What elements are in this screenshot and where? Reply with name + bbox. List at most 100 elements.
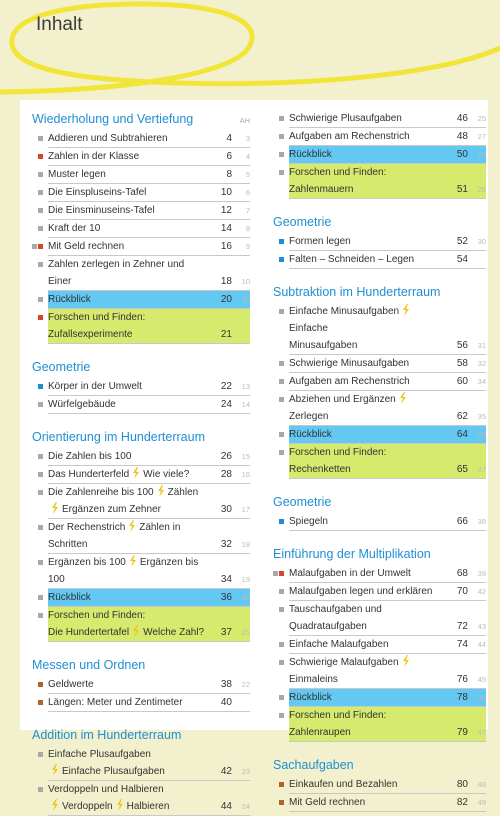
- lightning-icon: [157, 485, 164, 497]
- ah-number: 16: [241, 470, 250, 479]
- entry-markers: [273, 110, 289, 128]
- entry-markers: [273, 426, 289, 444]
- entry-markers: [273, 794, 289, 812]
- marker: [32, 244, 37, 249]
- ah-number: 17: [241, 505, 250, 514]
- entry-text-part: Einkaufen und Bezahlen: [289, 779, 398, 790]
- lightning-icon: [116, 799, 123, 811]
- entry-body: Aufgaben am Rechenstrich 60 34: [289, 373, 486, 391]
- marker: [38, 613, 43, 618]
- ah-number: 39: [477, 569, 486, 578]
- marker: [38, 190, 43, 195]
- entry-text-part: Tauschaufgaben und Quadrataufgaben: [289, 604, 382, 632]
- entry-text: Ergänzen bis 100 Ergänzen bis 100: [48, 554, 210, 588]
- entry-markers: [32, 166, 48, 184]
- ah-number: 21: [241, 628, 250, 637]
- toc-entry: Schwierige Minusaufgaben 58 32: [273, 355, 486, 373]
- entry-markers: [273, 373, 289, 391]
- entry-markers: [273, 303, 289, 355]
- entry-body: Forschen und Finden: Zufallsexperimente 21: [48, 309, 250, 344]
- entry-body: Die Einsminuseins-Tafel 12 7: [48, 202, 250, 220]
- entry-line: Die Einspluseins-Tafel: [48, 184, 210, 201]
- entry-line: Mit Geld rechnen: [48, 238, 210, 255]
- entry-body: Der Rechenstrich Zählen in Schritten 32 18: [48, 519, 250, 554]
- entry-body: Längen: Meter und Zentimeter 40: [48, 694, 250, 712]
- entry-body: Malaufgaben in der Umwelt 68 39: [289, 565, 486, 583]
- ah-number: 49: [477, 798, 486, 807]
- entry-markers: [32, 220, 48, 238]
- page-number: 54: [456, 254, 468, 265]
- entry-body: Rückblick 36 20: [48, 589, 250, 607]
- marker: [38, 472, 43, 477]
- page-number: 40: [220, 697, 232, 708]
- entry-line: Spiegeln: [289, 513, 446, 530]
- entry-line: Die Zahlenreihe bis 100 Zählen: [48, 484, 210, 501]
- entry-text-part: Die Einsminuseins-Tafel: [48, 205, 155, 216]
- entry-text: Schwierige Plusaufgaben: [289, 110, 446, 127]
- entry-markers: [273, 146, 289, 164]
- entry-markers: [32, 378, 48, 396]
- marker: [279, 607, 284, 612]
- entry-text-part: Forschen und Finden: Rechenketten: [289, 447, 387, 475]
- entry-line: Schwierige Minusaufgaben: [289, 355, 446, 372]
- entry-line: Einfache Malaufgaben: [289, 636, 446, 653]
- page-number: 66: [456, 516, 468, 527]
- entry-text: Forschen und Finden: Zahlenmauern: [289, 164, 446, 198]
- ah-number: 28: [477, 150, 486, 159]
- entry-text-part: Ergänzen zum Zehner: [62, 504, 161, 515]
- entry-text-part: Mit Geld rechnen: [48, 241, 125, 252]
- entry-text-part: Mit Geld rechnen: [289, 797, 366, 808]
- page-number: 14: [220, 223, 232, 234]
- entry-line: Rückblick: [48, 589, 210, 606]
- entry-body: Forschen und Finden: Rechenketten 65 37: [289, 444, 486, 479]
- entry-line: Formen legen: [289, 233, 446, 250]
- marker: [38, 384, 43, 389]
- marker: [279, 134, 284, 139]
- entry-body: Einfache Malaufgaben 74 44: [289, 636, 486, 654]
- toc-column: Wiederholung und Vertiefung AH Addieren un…: [32, 110, 250, 816]
- entry-line: Malaufgaben legen und erklären: [289, 583, 446, 600]
- ah-number: 6: [245, 188, 250, 197]
- entry-line: Kraft der 10: [48, 220, 210, 237]
- marker: [38, 226, 43, 231]
- toc-entry: Aufgaben am Rechenstrich 60 34: [273, 373, 486, 391]
- swirl-line: [0, 1, 500, 95]
- entry-line: Die Hundertertafel Welche Zahl?: [48, 624, 210, 641]
- entry-text: Spiegeln: [289, 513, 446, 530]
- page-number: 21: [220, 329, 232, 340]
- entry-text-part: Einfache Plusaufgaben: [62, 766, 165, 777]
- entry-line: Falten – Schneiden – Legen: [289, 251, 446, 268]
- toc-entry: Abziehen und Ergänzen Zerlegen 62 35: [273, 391, 486, 426]
- page-number: 37: [220, 627, 232, 638]
- page-number: 46: [456, 113, 468, 124]
- entry-markers: [32, 202, 48, 220]
- entry-body: Geldwerte 38 22: [48, 676, 250, 694]
- entry-text-part: Spiegeln: [289, 516, 328, 527]
- entry-line: Einfache Plusaufgaben: [48, 763, 210, 780]
- marker: [279, 450, 284, 455]
- entry-text-part: Verdoppeln und Halbieren: [48, 784, 164, 795]
- entry-markers: [32, 256, 48, 291]
- entry-text-part: Ergänzen bis 100: [48, 557, 126, 568]
- toc-entry: Muster legen 8 5: [32, 166, 250, 184]
- entry-markers: [32, 694, 48, 712]
- toc-entry: Zahlen in der Klasse 6 4: [32, 148, 250, 166]
- marker: [38, 208, 43, 213]
- toc-entry: Einfache Plusaufgaben Einfache Plusaufgab…: [32, 746, 250, 781]
- entry-markers: [273, 391, 289, 426]
- entry-body: Forschen und Finden: Zahlenraupen 79 47: [289, 707, 486, 742]
- marker: [279, 397, 284, 402]
- section-title-text: Messen und Ordnen: [32, 658, 146, 672]
- entry-line: Körper in der Umwelt: [48, 378, 210, 395]
- ah-number: 15: [241, 452, 250, 461]
- ah-number: 46: [477, 693, 486, 702]
- marker: [38, 172, 43, 177]
- ah-number: 32: [477, 359, 486, 368]
- entry-body: Spiegeln 66 38: [289, 513, 486, 531]
- entry-text: Falten – Schneiden – Legen: [289, 251, 446, 268]
- entry-text-part: Forschen und Finden: Zahlenmauern: [289, 167, 387, 195]
- page-number: 26: [220, 451, 232, 462]
- entry-body: Aufgaben am Rechenstrich 48 27: [289, 128, 486, 146]
- entry-text: Rückblick: [48, 589, 210, 606]
- entry-text: Rückblick: [289, 426, 446, 443]
